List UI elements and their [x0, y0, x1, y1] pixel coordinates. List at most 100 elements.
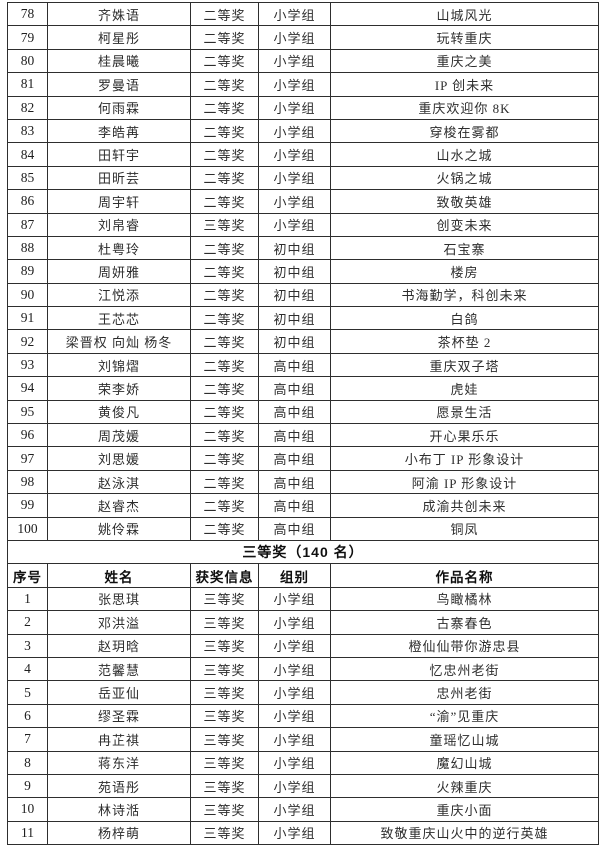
cell-serial-number: 78 — [7, 1, 48, 27]
column-header-name: 姓名 — [47, 563, 191, 588]
cell-work-title: 鸟瞰橘林 — [330, 586, 599, 612]
cell-group: 初中组 — [258, 259, 331, 284]
cell-group: 小学组 — [258, 610, 331, 635]
cell-winner-name: 刘帛睿 — [47, 212, 191, 237]
cell-award-level: 三等奖 — [190, 633, 259, 658]
cell-group: 小学组 — [258, 586, 331, 612]
cell-work-title: 开心果乐乐 — [330, 423, 599, 448]
cell-work-title: 成渝共创未来 — [330, 493, 599, 518]
cell-award-level: 三等奖 — [190, 750, 259, 775]
cell-serial-number: 82 — [7, 95, 48, 120]
cell-winner-name: 缪圣霖 — [47, 703, 191, 729]
cell-serial-number: 91 — [7, 306, 48, 331]
table-row: 96 周茂媛 二等奖 高中组 开心果乐乐 — [7, 423, 599, 448]
cell-group: 初中组 — [258, 329, 331, 354]
table-row: 2 邓洪溢 三等奖 小学组 古寨春色 — [7, 610, 599, 635]
section-divider-title: 三等奖（140 名） — [7, 539, 599, 565]
cell-winner-name: 杨梓萌 — [47, 820, 191, 846]
cell-winner-name: 田昕芸 — [47, 165, 191, 191]
cell-serial-number: 6 — [7, 703, 48, 729]
cell-winner-name: 周妍雅 — [47, 259, 191, 284]
cell-group: 小学组 — [258, 750, 331, 775]
cell-work-title: 玩转重庆 — [330, 25, 599, 50]
cell-serial-number: 9 — [7, 773, 48, 799]
cell-award-level: 二等奖 — [190, 1, 259, 27]
cell-award-level: 二等奖 — [190, 25, 259, 50]
cell-group: 小学组 — [258, 656, 331, 682]
cell-winner-name: 赵泳淇 — [47, 469, 191, 495]
cell-work-title: “渝”见重庆 — [330, 703, 599, 729]
column-header-row: 序号 姓名 获奖信息 组别 作品名称 — [7, 563, 599, 588]
table-row: 83 李皓苒 二等奖 小学组 穿梭在雾都 — [7, 118, 599, 144]
cell-award-level: 三等奖 — [190, 586, 259, 612]
cell-serial-number: 1 — [7, 586, 48, 612]
cell-work-title: 重庆双子塔 — [330, 352, 599, 378]
cell-serial-number: 89 — [7, 259, 48, 284]
cell-award-level: 三等奖 — [190, 820, 259, 846]
cell-group: 高中组 — [258, 469, 331, 495]
cell-serial-number: 92 — [7, 329, 48, 354]
cell-award-level: 三等奖 — [190, 773, 259, 799]
cell-serial-number: 99 — [7, 493, 48, 518]
cell-award-level: 二等奖 — [190, 306, 259, 331]
table-row: 98 赵泳淇 二等奖 高中组 阿渝 IP 形象设计 — [7, 469, 599, 495]
cell-serial-number: 96 — [7, 423, 48, 448]
table-row: 97 刘思媛 二等奖 高中组 小布丁 IP 形象设计 — [7, 446, 599, 471]
cell-serial-number: 7 — [7, 727, 48, 752]
cell-award-level: 二等奖 — [190, 142, 259, 167]
cell-winner-name: 刘锦熠 — [47, 352, 191, 378]
cell-work-title: 火辣重庆 — [330, 773, 599, 799]
cell-serial-number: 85 — [7, 165, 48, 191]
cell-serial-number: 84 — [7, 142, 48, 167]
cell-award-level: 二等奖 — [190, 189, 259, 214]
cell-winner-name: 杜粤玲 — [47, 235, 191, 261]
cell-winner-name: 黄俊凡 — [47, 399, 191, 425]
cell-serial-number: 81 — [7, 72, 48, 97]
cell-winner-name: 罗曼语 — [47, 72, 191, 97]
cell-serial-number: 5 — [7, 680, 48, 705]
cell-work-title: 虎娃 — [330, 376, 599, 401]
cell-award-level: 二等奖 — [190, 376, 259, 401]
table-row: 92 梁晋权 向灿 杨冬 二等奖 初中组 茶杯垫 2 — [7, 329, 599, 354]
table-row: 86 周宇轩 二等奖 小学组 致敬英雄 — [7, 189, 599, 214]
cell-winner-name: 周茂媛 — [47, 423, 191, 448]
cell-winner-name: 范馨慧 — [47, 656, 191, 682]
cell-winner-name: 蒋东洋 — [47, 750, 191, 775]
cell-serial-number: 98 — [7, 469, 48, 495]
cell-serial-number: 8 — [7, 750, 48, 775]
table-row: 85 田昕芸 二等奖 小学组 火锅之城 — [7, 165, 599, 191]
cell-work-title: 铜凤 — [330, 516, 599, 541]
column-header-serial: 序号 — [7, 563, 48, 588]
table-row: 95 黄俊凡 二等奖 高中组 愿景生活 — [7, 399, 599, 425]
cell-winner-name: 齐姝语 — [47, 1, 191, 27]
table-row: 10 林诗湉 三等奖 小学组 重庆小面 — [7, 797, 599, 822]
cell-work-title: 古寨春色 — [330, 610, 599, 635]
table-row: 100 姚伶霖 二等奖 高中组 铜凤 — [7, 516, 599, 541]
cell-group: 小学组 — [258, 212, 331, 237]
cell-award-level: 二等奖 — [190, 95, 259, 120]
cell-work-title: 重庆欢迎你 8K — [330, 95, 599, 120]
cell-award-level: 二等奖 — [190, 165, 259, 191]
cell-group: 小学组 — [258, 1, 331, 27]
cell-award-level: 二等奖 — [190, 399, 259, 425]
cell-winner-name: 江悦添 — [47, 282, 191, 308]
cell-work-title: 魔幻山城 — [330, 750, 599, 775]
cell-winner-name: 林诗湉 — [47, 797, 191, 822]
section-divider-row: 三等奖（140 名） — [7, 539, 599, 565]
cell-serial-number: 79 — [7, 25, 48, 50]
cell-winner-name: 邓洪溢 — [47, 610, 191, 635]
table-row: 7 冉芷祺 三等奖 小学组 童瑶忆山城 — [7, 727, 599, 752]
cell-work-title: 致敬英雄 — [330, 189, 599, 214]
cell-award-level: 三等奖 — [190, 656, 259, 682]
cell-award-level: 二等奖 — [190, 469, 259, 495]
cell-work-title: 致敬重庆山火中的逆行英雄 — [330, 820, 599, 846]
cell-work-title: 火锅之城 — [330, 165, 599, 191]
cell-winner-name: 王芯芯 — [47, 306, 191, 331]
table-row: 6 缪圣霖 三等奖 小学组 “渝”见重庆 — [7, 703, 599, 729]
table-row: 4 范馨慧 三等奖 小学组 忆忠州老街 — [7, 656, 599, 682]
cell-work-title: 创变未来 — [330, 212, 599, 237]
cell-group: 小学组 — [258, 142, 331, 167]
cell-winner-name: 荣李娇 — [47, 376, 191, 401]
table-row: 94 荣李娇 二等奖 高中组 虎娃 — [7, 376, 599, 401]
cell-work-title: 忆忠州老街 — [330, 656, 599, 682]
